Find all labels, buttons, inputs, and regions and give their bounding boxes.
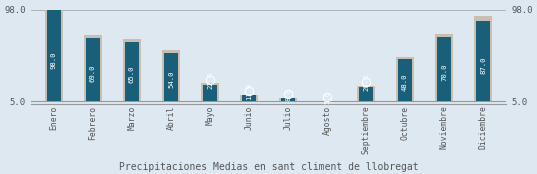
Bar (281, 98, 295, 101)
Text: 20.0: 20.0 (363, 74, 369, 91)
Bar (240, 95, 258, 101)
Bar (162, 50, 180, 101)
Bar (122, 39, 141, 101)
Bar (359, 86, 373, 101)
Text: Precipitaciones Medias en sant climent de llobregat: Precipitaciones Medias en sant climent d… (119, 162, 418, 172)
Bar (437, 37, 452, 101)
Text: 87.0: 87.0 (480, 56, 486, 74)
Bar (125, 42, 140, 101)
Bar (164, 53, 178, 101)
Text: 5.0: 5.0 (324, 91, 330, 104)
Bar (47, 10, 61, 101)
Bar (202, 85, 217, 101)
Text: 69.0: 69.0 (90, 64, 96, 82)
Bar (242, 95, 256, 101)
Text: 65.0: 65.0 (129, 66, 135, 84)
Bar (201, 84, 219, 101)
Bar (397, 59, 412, 101)
Bar (85, 38, 100, 101)
Bar (396, 57, 415, 101)
Text: 70.0: 70.0 (441, 64, 447, 81)
Bar (84, 35, 103, 101)
Bar (434, 34, 453, 101)
Bar (357, 86, 375, 101)
Bar (476, 21, 490, 101)
Bar (474, 16, 492, 101)
Text: 98.0: 98.0 (51, 51, 57, 69)
Text: 8.0: 8.0 (285, 88, 291, 101)
Text: 22.0: 22.0 (207, 72, 213, 89)
Bar (279, 98, 297, 101)
Text: 11.0: 11.0 (246, 82, 252, 100)
Bar (45, 10, 63, 101)
Text: 48.0: 48.0 (402, 73, 408, 91)
Text: 54.0: 54.0 (168, 71, 174, 88)
